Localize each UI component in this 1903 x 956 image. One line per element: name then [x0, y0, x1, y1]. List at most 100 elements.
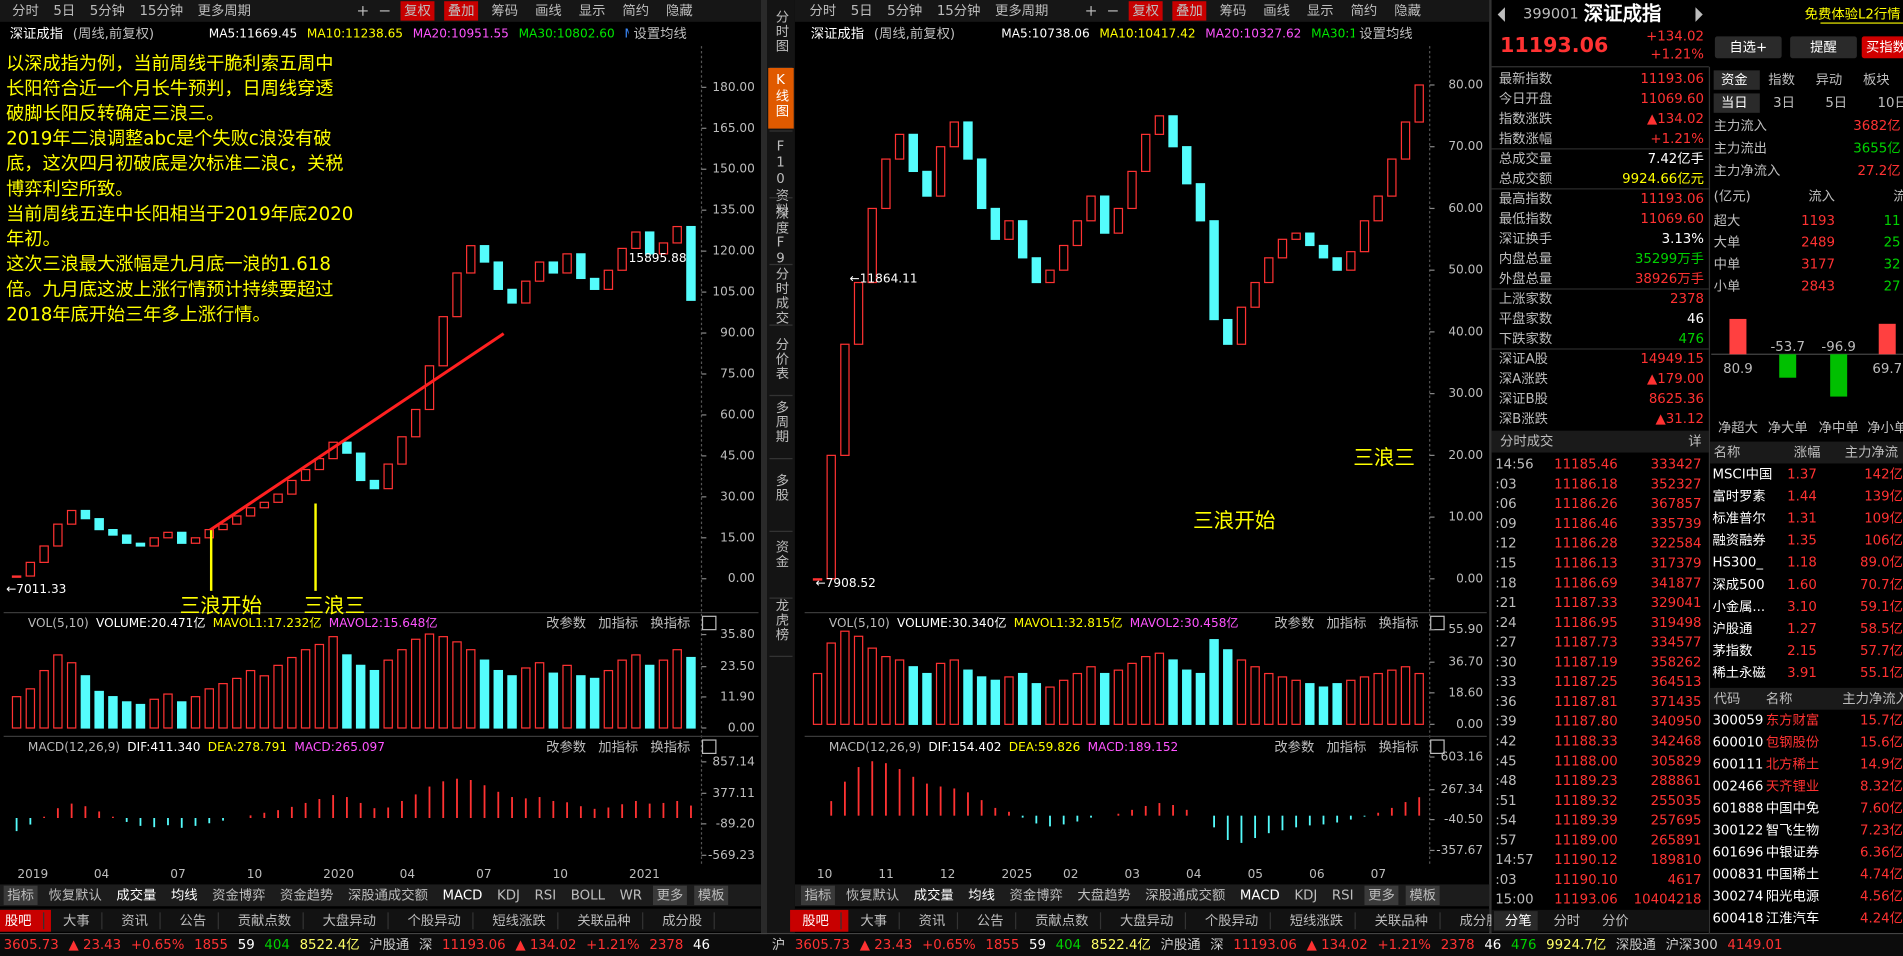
label[interactable]: KDJ	[1294, 888, 1317, 903]
label[interactable]: 指标	[805, 887, 832, 903]
label[interactable]: 换指标	[650, 739, 690, 755]
label[interactable]: 10日	[1878, 96, 1903, 111]
bottom-tab[interactable]: 个股异动	[407, 913, 460, 929]
bottom-tab[interactable]: 短线涨跌	[1290, 913, 1343, 929]
label[interactable]: 15分钟	[139, 2, 183, 19]
label[interactable]: 更多周期	[198, 2, 251, 19]
label[interactable]: 画线	[1263, 3, 1290, 19]
label[interactable]: 均线	[968, 887, 995, 903]
label[interactable]: 大盘趋势	[1077, 886, 1130, 903]
label[interactable]: 加指标	[1326, 616, 1366, 632]
label[interactable]: 5日	[1825, 96, 1847, 111]
label[interactable]: 改参数	[1274, 615, 1314, 632]
label[interactable]: 更多	[1368, 886, 1395, 903]
side-tab[interactable]: 分价表	[773, 337, 789, 381]
label[interactable]: 深股通成交额	[1145, 886, 1225, 903]
bottom-tab[interactable]: 成分股	[662, 913, 702, 929]
side-tab[interactable]: 龙虎榜	[773, 598, 789, 642]
label[interactable]: 15分钟	[937, 2, 981, 19]
bottom-tab[interactable]: 公告	[977, 913, 1004, 929]
button[interactable]: 买指数	[1866, 39, 1903, 55]
bottom-tab[interactable]: 股吧	[802, 914, 829, 929]
bottom-tab[interactable]: 资讯	[919, 913, 946, 929]
label[interactable]: 板块	[1863, 72, 1890, 88]
bottom-tab[interactable]: 关联品种	[1375, 913, 1428, 929]
label[interactable]: 复权	[1132, 2, 1159, 19]
side-tab[interactable]: 资金	[773, 540, 789, 569]
label[interactable]: 5日	[53, 4, 75, 19]
label[interactable]: 恢复默认	[49, 887, 102, 903]
bottom-tab[interactable]: 公告	[180, 913, 207, 929]
label[interactable]: 详	[1688, 434, 1701, 450]
label[interactable]: MACD	[442, 888, 482, 903]
label[interactable]: 改参数	[1274, 738, 1314, 755]
label[interactable]: BOLL	[571, 888, 606, 903]
side-tab[interactable]: 分时图	[773, 9, 789, 53]
label[interactable]: 更多周期	[995, 2, 1048, 19]
bottom-tab[interactable]: 大事	[860, 913, 887, 929]
bottom-tab[interactable]: 大盘异动	[1120, 912, 1173, 929]
bottom-tab[interactable]: 资讯	[121, 913, 148, 929]
bottom-tab[interactable]: 关联品种	[577, 913, 630, 929]
bottom-tab[interactable]: 贡献点数	[1035, 913, 1088, 929]
label[interactable]: 简约	[1351, 2, 1378, 19]
label[interactable]: 叠加	[448, 3, 475, 19]
label[interactable]: 深股通成交额	[348, 886, 428, 903]
side-tab[interactable]: 多股	[773, 472, 789, 503]
label[interactable]: MACD	[1240, 888, 1280, 903]
label[interactable]: 资金趋势	[280, 887, 333, 903]
label[interactable]: 加指标	[598, 739, 638, 755]
side-tab[interactable]: 分时成交	[773, 267, 789, 325]
label[interactable]: 画线	[535, 3, 562, 19]
label[interactable]: 改参数	[546, 615, 586, 632]
label[interactable]: KDJ	[497, 888, 520, 903]
label[interactable]: 简约	[622, 2, 649, 19]
label[interactable]: 分时	[12, 3, 39, 19]
bottom-tab[interactable]: 成分股	[1459, 913, 1499, 929]
label[interactable]: 加指标	[598, 616, 638, 632]
label[interactable]: 3日	[1773, 96, 1795, 111]
label[interactable]: 加指标	[1326, 739, 1366, 755]
label[interactable]: 显示	[1307, 4, 1334, 19]
label[interactable]: 资金博弈	[212, 887, 265, 903]
bottom-tab[interactable]: 分笔	[1505, 913, 1532, 929]
bottom-tab[interactable]: 分时	[1553, 913, 1580, 929]
label[interactable]: 模板	[1409, 887, 1436, 903]
label[interactable]: RSI	[1332, 888, 1354, 903]
label[interactable]: 恢复默认	[846, 887, 899, 903]
side-tab[interactable]: K线图	[773, 73, 789, 118]
label[interactable]: 隐藏	[666, 3, 693, 19]
label[interactable]: 换指标	[1379, 616, 1419, 632]
label[interactable]: 成交量	[116, 886, 156, 903]
label[interactable]: 换指标	[1379, 739, 1419, 755]
bottom-tab[interactable]: 贡献点数	[238, 913, 291, 929]
label[interactable]: 5分钟	[887, 2, 922, 19]
label[interactable]: 筹码	[1220, 2, 1247, 19]
button[interactable]: 提醒	[1810, 39, 1837, 55]
label[interactable]: 成交量	[914, 886, 954, 903]
bottom-tab[interactable]: 大盘异动	[323, 912, 376, 929]
label[interactable]: 资金博弈	[1010, 887, 1063, 903]
label[interactable]: 当日	[1721, 95, 1748, 111]
side-tab[interactable]: 多周期	[773, 399, 789, 444]
side-tab[interactable]: 深度F9	[773, 206, 789, 268]
label[interactable]: WR	[620, 888, 642, 903]
label[interactable]: 复权	[404, 2, 431, 19]
label[interactable]: RSI	[535, 888, 557, 903]
label[interactable]: 隐藏	[1394, 3, 1421, 19]
label[interactable]: 更多	[657, 886, 684, 903]
label[interactable]: 5日	[851, 4, 873, 19]
label[interactable]: 指数	[1768, 72, 1795, 88]
label[interactable]: 叠加	[1176, 3, 1203, 19]
label[interactable]: 改参数	[546, 738, 586, 755]
bottom-tab[interactable]: 股吧	[5, 914, 32, 929]
label[interactable]: 5分钟	[90, 2, 125, 19]
button[interactable]: 自选+	[1729, 39, 1767, 55]
label[interactable]: 指标	[7, 887, 34, 903]
bottom-tab[interactable]: 大事	[63, 913, 90, 929]
label[interactable]: 模板	[698, 887, 725, 903]
label[interactable]: 异动	[1816, 72, 1843, 88]
label[interactable]: 资金	[1721, 72, 1748, 88]
label[interactable]: 免费体验L2行情	[1805, 7, 1901, 23]
label[interactable]: 分时	[810, 3, 837, 19]
